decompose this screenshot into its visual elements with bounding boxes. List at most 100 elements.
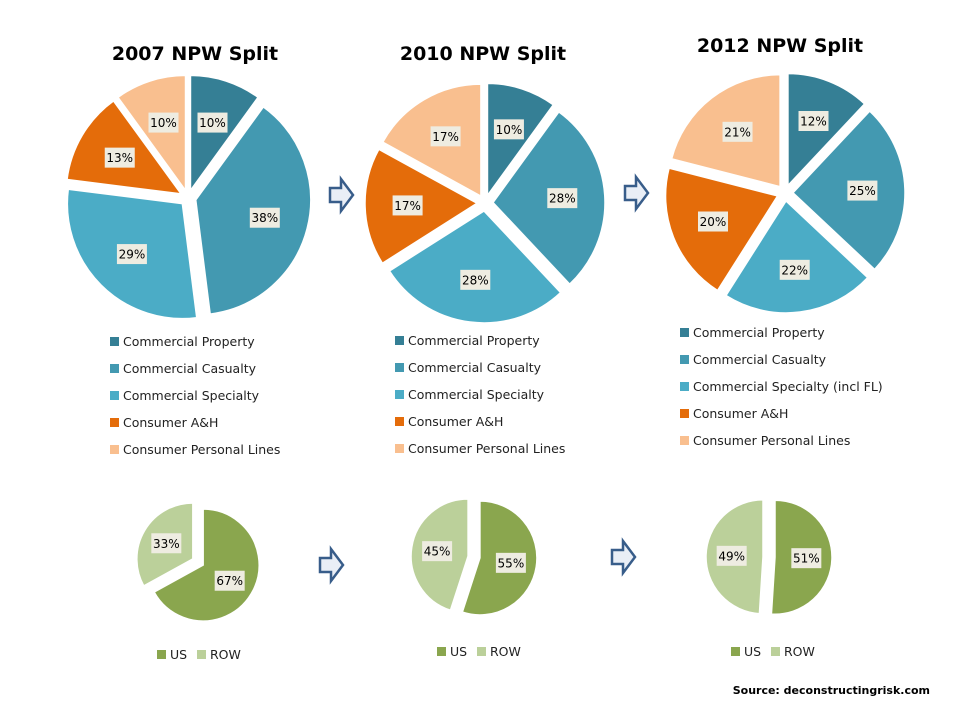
data-label: 17%	[432, 130, 459, 144]
legend-label: US	[170, 647, 187, 662]
data-label-bg	[791, 548, 822, 569]
pie-slice-consumer-a-h	[66, 99, 183, 195]
legend-swatch	[437, 647, 446, 656]
legend-swatch	[157, 650, 166, 659]
data-label-bg	[493, 119, 524, 140]
data-label: 38%	[251, 211, 278, 225]
legend-label: Commercial Casualty	[123, 361, 257, 376]
pie-chart-2: 2012 NPW Split 12% 25% 22% 20% 21% Commercial …	[664, 35, 906, 448]
data-label-bg	[214, 570, 245, 591]
legend-entry: US	[731, 644, 761, 659]
pie-chart-5: 51% 49% US ROW	[705, 499, 833, 659]
data-label-bg	[716, 545, 747, 566]
legend-label: ROW	[210, 647, 241, 662]
legend-entry: Consumer Personal Lines	[395, 441, 565, 456]
pie-slice-us	[153, 508, 260, 622]
legend-swatch	[110, 418, 119, 427]
data-label: 22%	[781, 263, 808, 277]
data-label: 21%	[724, 125, 751, 139]
data-label-bg	[847, 180, 878, 201]
legend-swatch	[197, 650, 206, 659]
data-label: 17%	[394, 199, 421, 213]
data-label: 28%	[549, 192, 576, 206]
legend-entry: Commercial Casualty	[110, 361, 257, 376]
legend-entry: Commercial Property	[110, 334, 255, 349]
data-label: 45%	[424, 545, 451, 559]
data-label-bg	[722, 121, 753, 142]
legend-entry: Commercial Specialty	[395, 387, 545, 402]
source-note: Source: deconstructingrisk.com	[733, 684, 930, 697]
legend-swatch	[110, 337, 119, 346]
data-label: 29%	[119, 248, 146, 262]
pie-slice-commercial-property	[486, 82, 555, 198]
data-label: 12%	[800, 114, 827, 128]
legend-swatch	[395, 444, 404, 453]
data-label-bg	[697, 211, 728, 232]
legend-entry: ROW	[197, 647, 241, 662]
data-label-bg	[422, 541, 453, 562]
legend-label: Commercial Specialty (incl FL)	[693, 379, 883, 394]
legend-swatch	[680, 382, 689, 391]
data-label-bg	[430, 126, 461, 147]
legend-label: US	[450, 644, 467, 659]
legend-entry: Consumer Personal Lines	[680, 433, 850, 448]
legend-label: US	[744, 644, 761, 659]
legend-swatch	[680, 436, 689, 445]
data-label: 25%	[849, 184, 876, 198]
legend-entry: Consumer A&H	[680, 406, 788, 421]
legend-swatch	[395, 390, 404, 399]
legend-swatch	[731, 647, 740, 656]
data-label-bg	[547, 188, 578, 209]
legend-label: Consumer Personal Lines	[123, 442, 280, 457]
legend-label: Consumer A&H	[408, 414, 503, 429]
legend-entry: ROW	[771, 644, 815, 659]
data-label: 10%	[150, 116, 177, 130]
legend-label: Consumer Personal Lines	[693, 433, 850, 448]
legend-label: Consumer Personal Lines	[408, 441, 565, 456]
legend-label: ROW	[784, 644, 815, 659]
legend-entry: Consumer A&H	[110, 415, 218, 430]
legend-swatch	[395, 417, 404, 426]
data-label-bg	[116, 244, 147, 265]
legend-swatch	[680, 355, 689, 364]
right-arrow-icon	[610, 537, 637, 577]
legend-label: Consumer A&H	[693, 406, 788, 421]
legend-swatch	[110, 364, 119, 373]
data-label-bg	[104, 147, 135, 168]
legend-entry: US	[437, 644, 467, 659]
data-label: 67%	[216, 574, 243, 588]
legend-label: Commercial Property	[693, 325, 825, 340]
legend-swatch	[680, 328, 689, 337]
chart-title: 2007 NPW Split	[112, 43, 278, 65]
legend-entry: Consumer A&H	[395, 414, 503, 429]
legend-label: Commercial Property	[408, 333, 540, 348]
data-label: 55%	[498, 556, 525, 570]
data-label: 10%	[199, 116, 226, 130]
data-label: 13%	[106, 151, 133, 165]
legend-swatch	[395, 336, 404, 345]
data-label: 28%	[462, 273, 489, 287]
data-label-bg	[197, 112, 228, 133]
legend-swatch	[771, 647, 780, 656]
legend-label: Commercial Specialty	[123, 388, 260, 403]
legend-entry: Commercial Property	[395, 333, 540, 348]
legend-entry: Commercial Specialty	[110, 388, 260, 403]
legend-entry: Commercial Property	[680, 325, 825, 340]
legend-label: Commercial Casualty	[693, 352, 827, 367]
data-label-bg	[392, 195, 423, 216]
pie-chart-4: 55% 45% US ROW	[410, 498, 538, 659]
data-label-bg	[249, 207, 280, 228]
legend-swatch	[680, 409, 689, 418]
pie-slice-commercial-specialty-incl-fl-	[724, 199, 869, 314]
legend-swatch	[110, 391, 119, 400]
pie-slice-commercial-property	[189, 74, 260, 193]
data-label: 20%	[700, 215, 727, 229]
right-arrow-icon	[318, 545, 345, 585]
legend-label: Consumer A&H	[123, 415, 218, 430]
data-label-bg	[460, 269, 491, 290]
data-label: 10%	[496, 123, 523, 137]
legend-swatch	[110, 445, 119, 454]
data-label-bg	[495, 552, 526, 573]
legend-label: Commercial Property	[123, 334, 255, 349]
chart-title: 2012 NPW Split	[697, 35, 863, 57]
